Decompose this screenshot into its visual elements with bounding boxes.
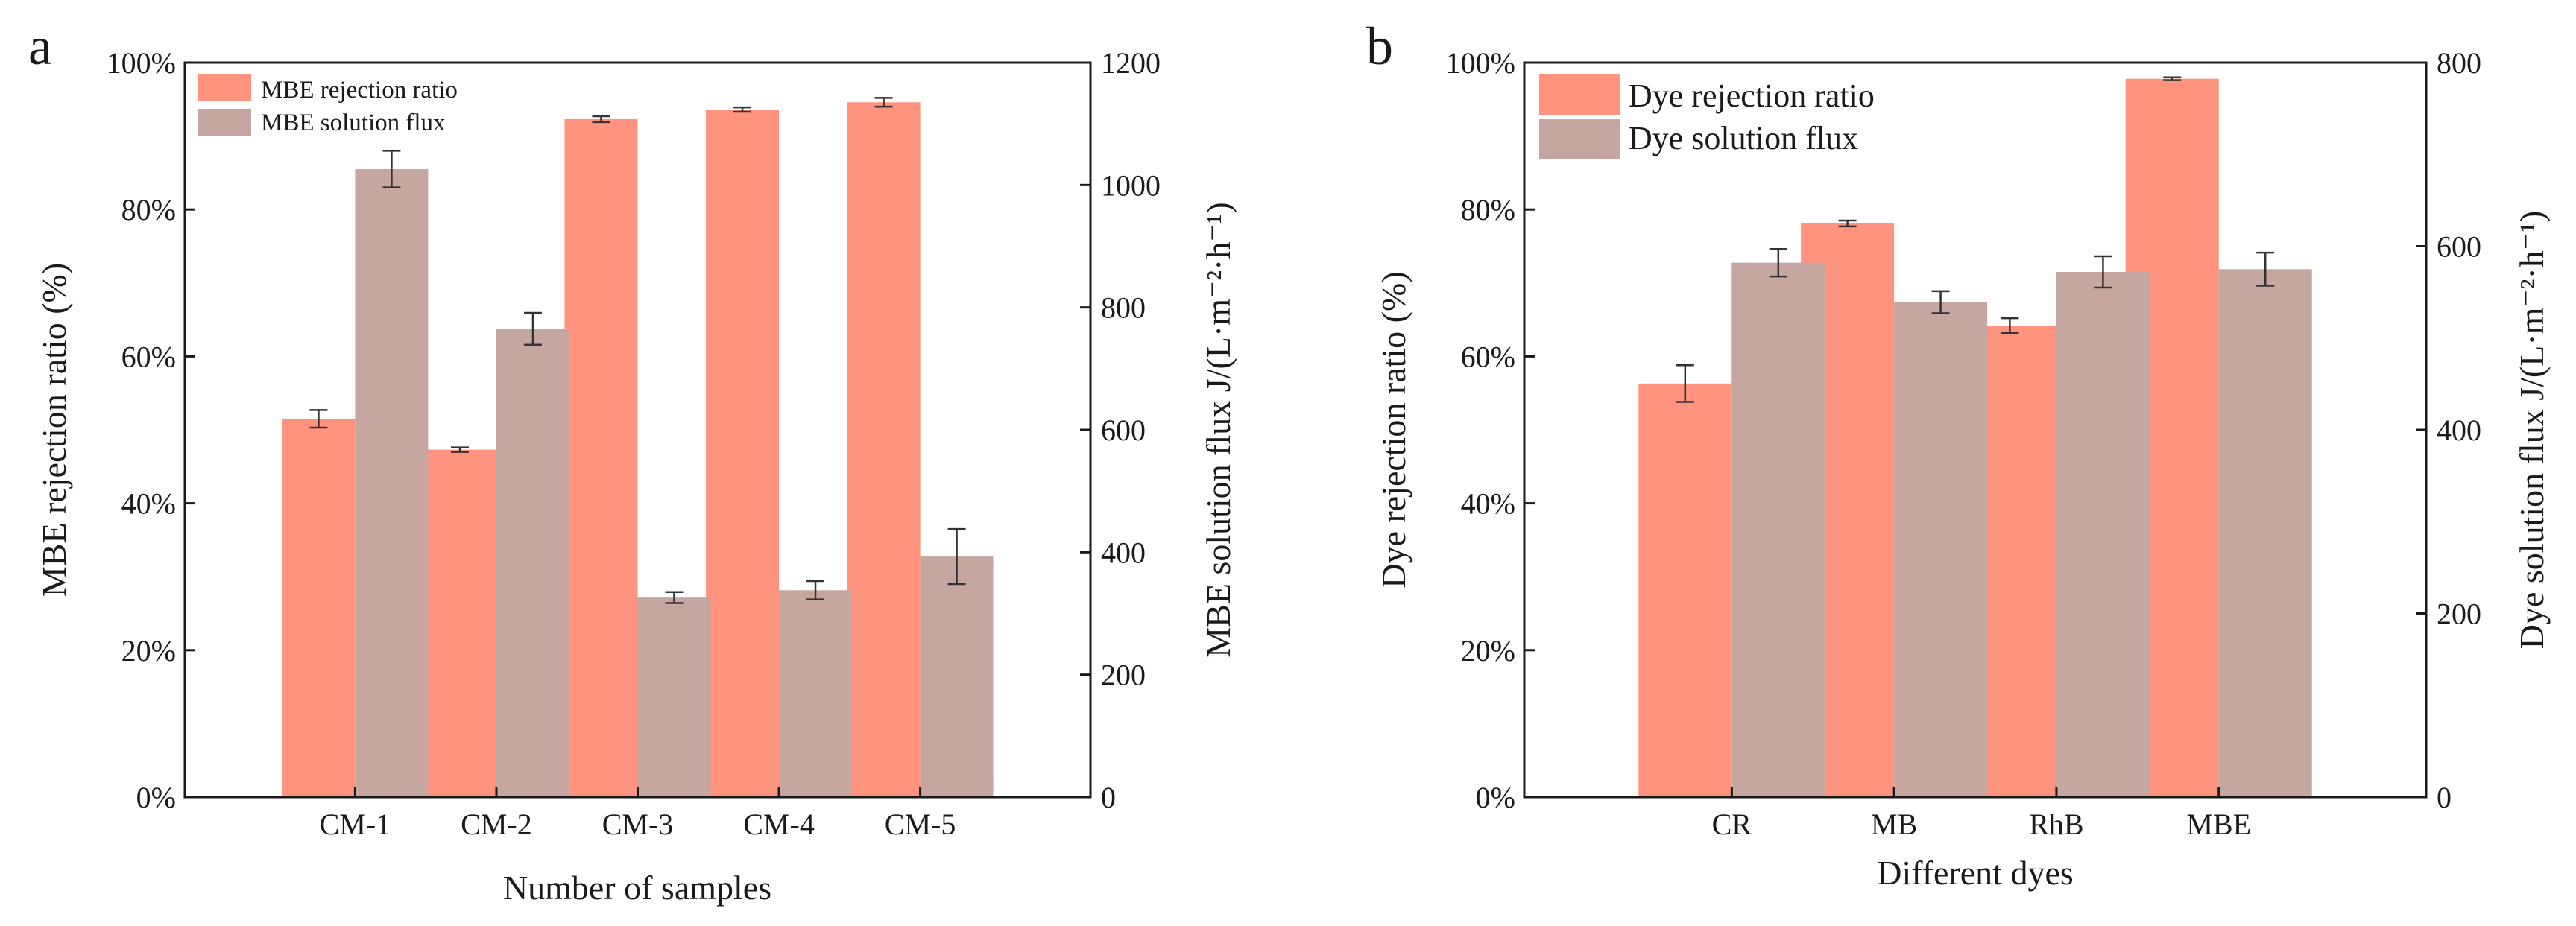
- panel-a-x-tick-label: CM-3: [602, 808, 674, 841]
- panel-b-letter: b: [1366, 16, 1393, 76]
- panel-b-left-tick-label: 60%: [1461, 340, 1515, 373]
- panel-a-right-tick-label: 1200: [1101, 46, 1161, 80]
- panel-b-frame: [1523, 61, 2428, 799]
- panel-a-y-axis-title: MBE rejection ratio (%): [35, 263, 73, 597]
- panel-b-legend: Dye rejection ratio Dye solution flux: [1539, 74, 1875, 159]
- panel-b-right-tick-label: 0: [2437, 781, 2452, 814]
- panel-a-y2-axis-title: MBE solution flux J/(L·m⁻²·h⁻¹): [1199, 202, 1237, 658]
- panel-b-x-tick-label: CR: [1712, 808, 1752, 841]
- panel-b-right-tick-label: 400: [2437, 413, 2481, 447]
- panel-a-x-tick-label: CM-5: [885, 808, 956, 841]
- panel-b-y-axis-title: Dye rejection ratio (%): [1374, 271, 1412, 588]
- panel-a-bar-flux-cm-2: [496, 329, 569, 797]
- panel-b-x-tick-label: MB: [1871, 808, 1917, 841]
- panel-b-bar-rejection-cr: [1638, 383, 1732, 797]
- panel-a-bar-rejection-cm-3: [564, 118, 638, 797]
- panel-a-legend: MBE rejection ratio MBE solution flux: [198, 74, 458, 136]
- panel-b-left-tick-label: 80%: [1461, 193, 1515, 226]
- panel-a-bar-rejection-cm-2: [423, 449, 496, 797]
- panel-b-right-tick-label: 800: [2437, 46, 2481, 80]
- panel-a-left-tick-label: 0%: [136, 781, 176, 814]
- panel-b-left-tick-label: 20%: [1461, 634, 1515, 667]
- panel-a-left-tick-label: 40%: [121, 487, 176, 521]
- panel-a-bar-rejection-cm-5: [847, 102, 921, 797]
- panel-b-bar-flux-mb: [1894, 302, 1988, 797]
- panel-b-legend-label-rejection: Dye rejection ratio: [1629, 77, 1875, 114]
- panel-a-x-tick-label: CM-4: [743, 808, 815, 841]
- panel-b-plot: 0% 20% 40% 60% 80% 100% 0 200 400 600 800 CR MB RhB MB…: [1446, 46, 2481, 841]
- panel-a-bar-rejection-cm-4: [706, 110, 780, 797]
- panel-b-legend-swatch-flux: [1539, 119, 1620, 159]
- panel-b-y2-axis-title: Dye solution flux J/(L·m⁻²·h⁻¹): [2513, 211, 2551, 649]
- panel-b-right-tick-label: 600: [2437, 230, 2481, 264]
- panel-a-left-tick-label: 60%: [121, 340, 176, 373]
- panel-b-bar-flux-cr: [1731, 262, 1825, 797]
- panel-b-x-tick-label: MBE: [2186, 808, 2251, 841]
- panel-a-letter: a: [28, 16, 52, 76]
- panel-a-bar-flux-cm-1: [355, 168, 429, 798]
- panel-a-x-tick-label: CM-1: [320, 808, 391, 841]
- panel-a-x-axis-title: Number of samples: [503, 869, 771, 907]
- panel-b-legend-swatch-rejection: [1539, 74, 1620, 115]
- panel-a-left-tick-label: 20%: [121, 634, 176, 667]
- panel-a-right-tick-label: 400: [1101, 536, 1146, 569]
- panel-a-plot: 0% 20% 40% 60% 80% 100% 0 200 400 600 800 1000 1200 C…: [107, 46, 1161, 841]
- panel-a-right-tick-label: 0: [1101, 781, 1116, 814]
- panel-a-left-tick-label: 100%: [107, 46, 176, 80]
- panel-a-frame: [183, 61, 1092, 799]
- panel-b-bar-flux-mbe: [2218, 269, 2312, 797]
- panel-a-left-tick-label: 80%: [121, 193, 176, 226]
- panel-b-right-tick-label: 200: [2437, 597, 2481, 631]
- panel-a: a 0% 20% 40% 60% 80% 100% 0 200 400 600 800 1000 120…: [28, 16, 1237, 907]
- panel-a-legend-label-flux: MBE solution flux: [261, 110, 446, 136]
- panel-a-bar-flux-cm-3: [637, 597, 711, 797]
- panel-a-right-tick-label: 1000: [1101, 168, 1161, 202]
- panel-a-legend-swatch-flux: [198, 109, 251, 136]
- panel-b-legend-label-flux: Dye solution flux: [1629, 120, 1858, 156]
- panel-b-x-axis-title: Different dyes: [1877, 854, 2074, 892]
- panel-a-legend-swatch-rejection: [198, 74, 251, 101]
- panel-b-bar-flux-rhb: [2056, 272, 2150, 797]
- panel-a-right-tick-label: 600: [1101, 413, 1146, 447]
- panel-b: b 0% 20% 40% 60% 80% 100% 0 200 400 600 800 CR MB RhB…: [1366, 16, 2551, 892]
- panel-a-legend-label-rejection: MBE rejection ratio: [261, 77, 458, 104]
- panel-b-x-tick-label: RhB: [2029, 808, 2083, 841]
- panel-a-bar-rejection-cm-1: [282, 419, 356, 797]
- panel-b-left-tick-label: 0%: [1476, 781, 1515, 814]
- panel-a-bar-flux-cm-4: [779, 590, 853, 797]
- panel-b-left-tick-label: 40%: [1461, 487, 1515, 521]
- panel-a-right-tick-label: 800: [1101, 291, 1146, 325]
- panel-a-x-tick-label: CM-2: [461, 808, 532, 841]
- panel-b-left-tick-label: 100%: [1446, 46, 1515, 80]
- panel-a-bar-flux-cm-5: [920, 556, 994, 797]
- panel-a-right-tick-label: 200: [1101, 659, 1146, 692]
